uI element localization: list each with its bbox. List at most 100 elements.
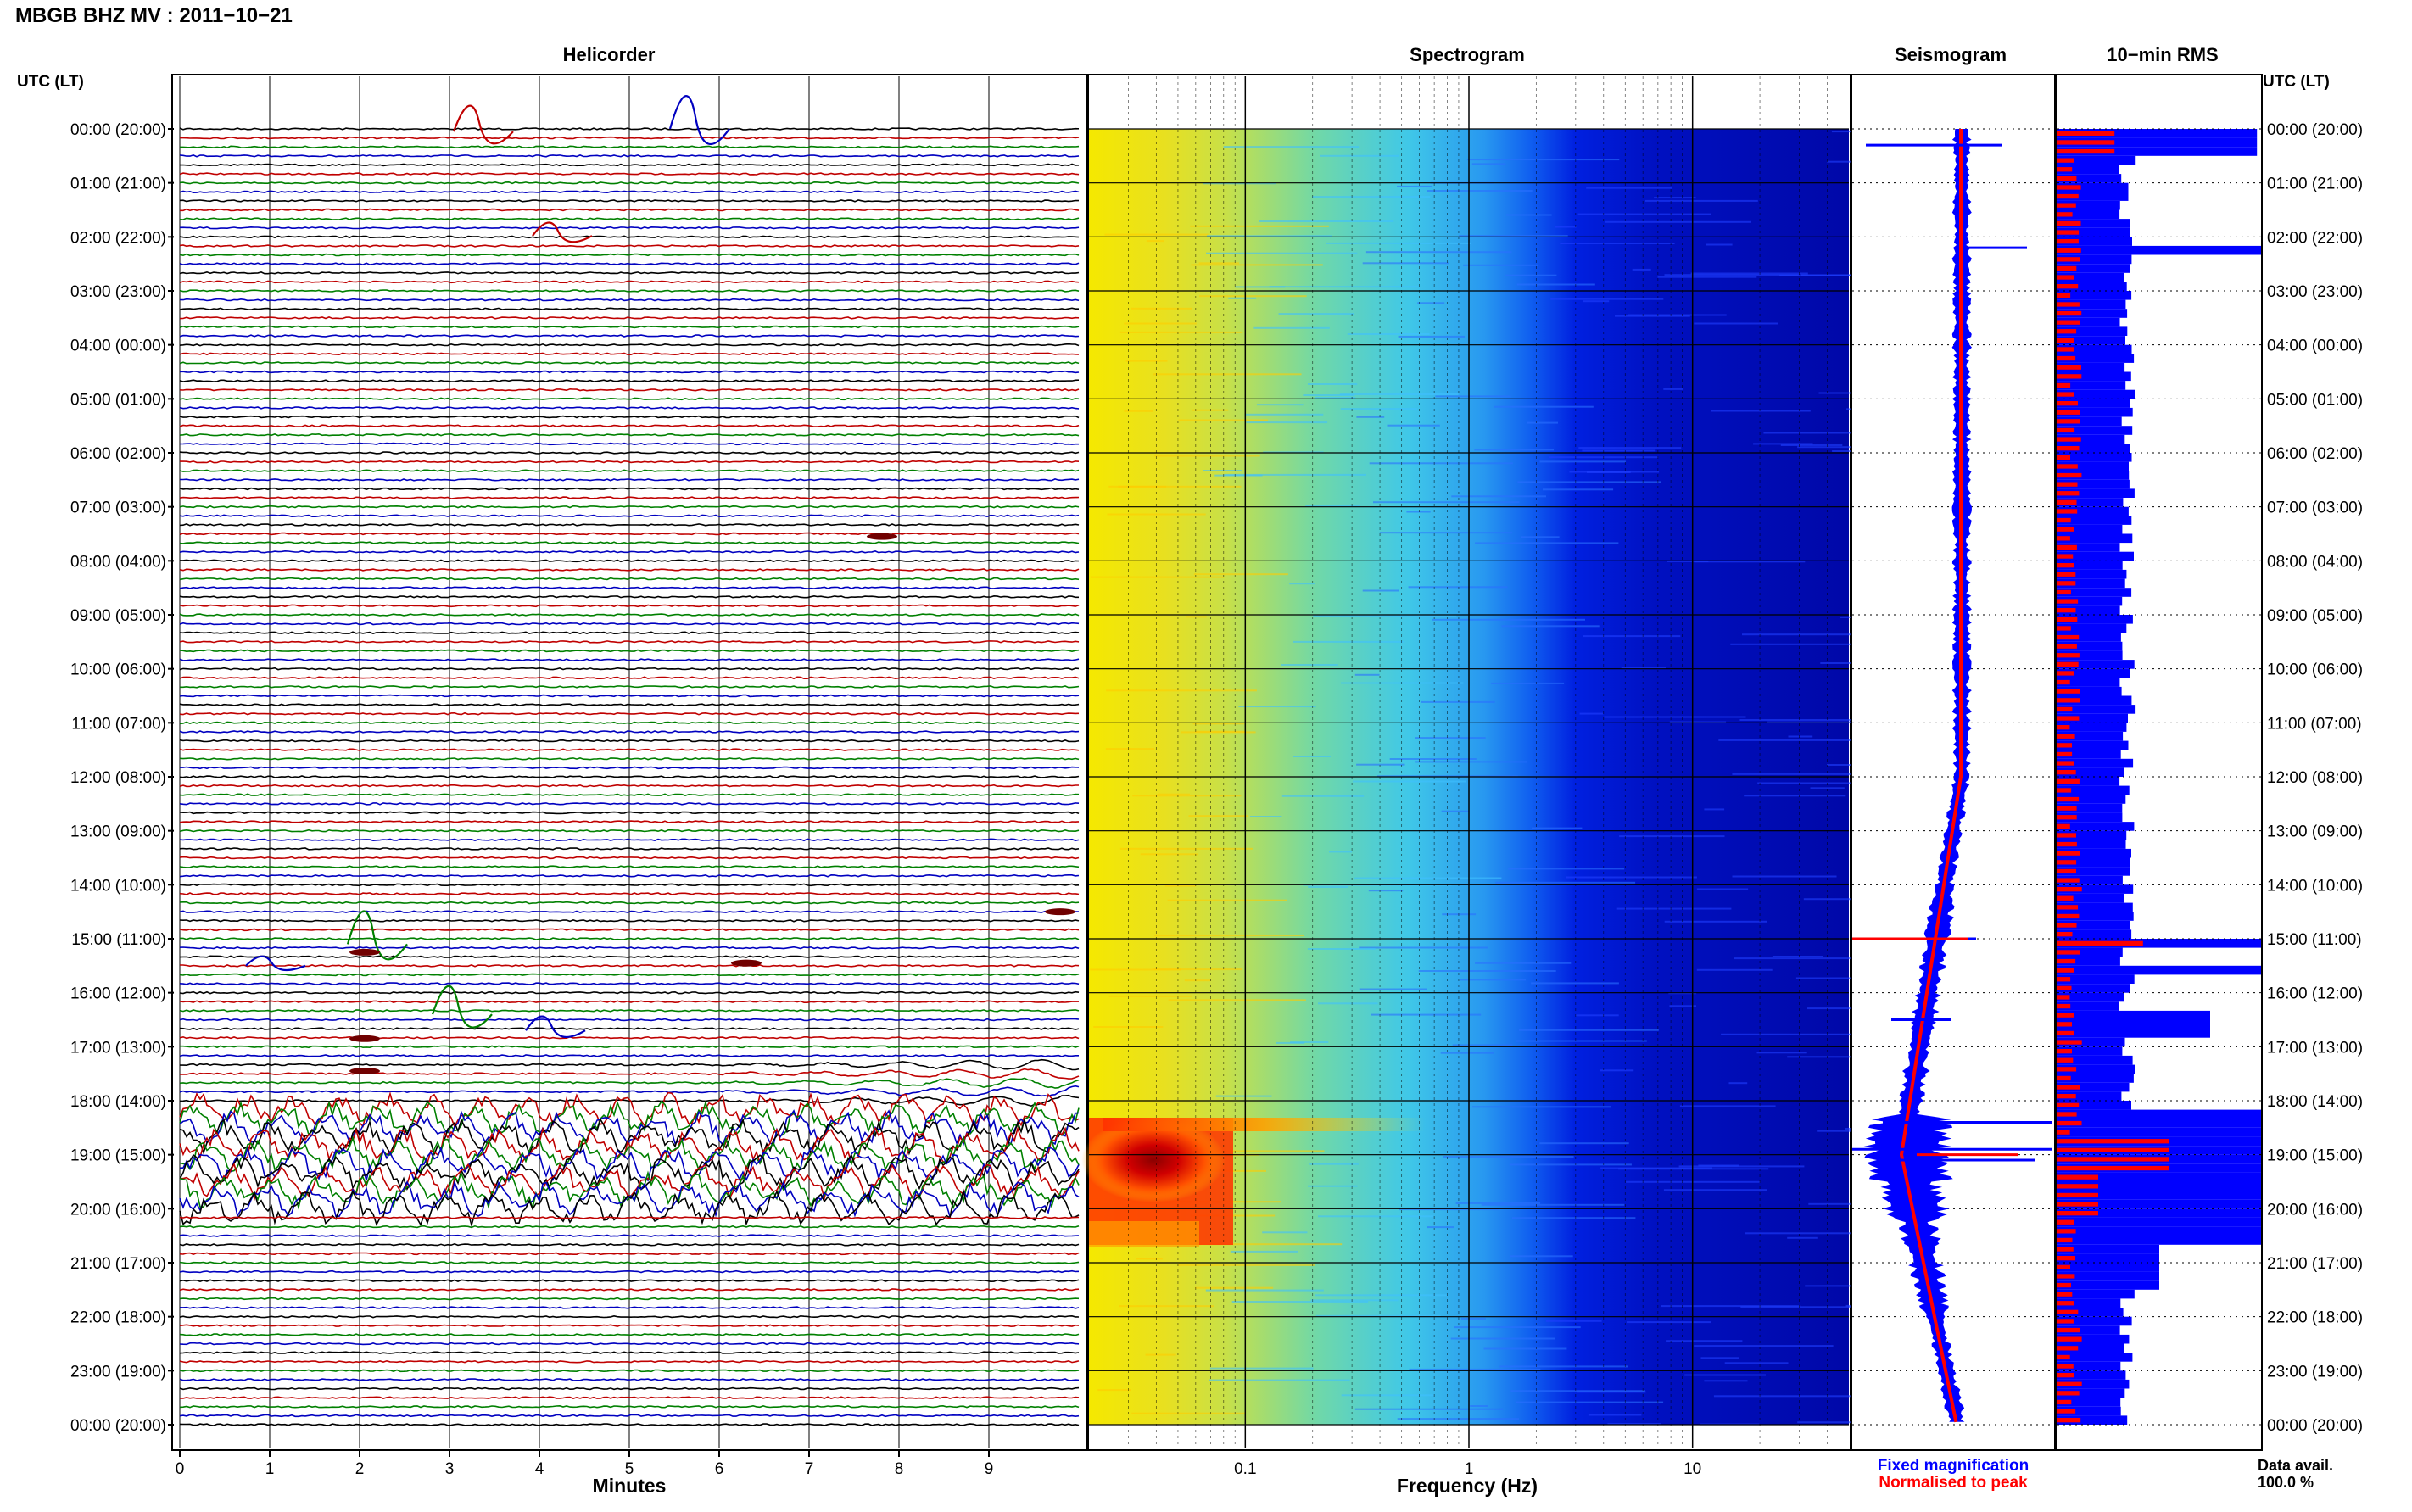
hour-label-left: 08:00 (04:00) [70, 553, 166, 571]
page-title: MBGB BHZ MV : 2011−10−21 [15, 4, 293, 27]
rms-bar-normalised [2057, 860, 2077, 865]
rms-bar-normalised [2057, 923, 2077, 928]
hour-label-left: 06:00 (02:00) [70, 445, 166, 463]
data-avail-label: Data avail. [2258, 1457, 2333, 1474]
helicorder-trace [180, 1045, 1080, 1049]
spectrogram-stripe [1194, 1286, 1274, 1289]
rms-bar-normalised [2057, 1364, 2074, 1369]
helicorder-trace [179, 1288, 1080, 1292]
spectrogram-title: Spectrogram [1410, 44, 1525, 65]
rms-bar-normalised [2057, 347, 2074, 352]
rms-bar-fixed [2057, 929, 2132, 939]
rms-bar-fixed [2057, 561, 2123, 570]
rms-bar-normalised [2057, 995, 2070, 1000]
spectrogram-stripe [1704, 808, 1725, 811]
frequency-axis-label: Frequency (Hz) [1397, 1475, 1538, 1497]
spectrogram-stripe [1193, 573, 1288, 576]
rms-bar-normalised [2057, 382, 2071, 388]
rms-bar-fixed [2057, 498, 2124, 507]
hour-label-right: 01:00 (21:00) [2267, 176, 2363, 193]
minutes-tick-label: 4 [535, 1460, 544, 1478]
spectrogram-stripe [1168, 999, 1306, 1001]
minutes-tick-label: 7 [805, 1460, 814, 1478]
rms-bar-fixed [2057, 1353, 2133, 1362]
rms-bar-fixed [2057, 893, 2124, 903]
spectrogram-stripe [1753, 443, 1813, 445]
rms-bar-normalised [2057, 544, 2077, 550]
rms-bar-fixed [2057, 416, 2122, 427]
spectrogram-stripe [1508, 868, 1625, 870]
helicorder-trace [179, 703, 1080, 706]
rms-bar-normalised [2057, 1409, 2076, 1414]
rms-bar-fixed [2057, 678, 2120, 687]
rms-bar-fixed [2057, 848, 2131, 858]
helicorder-trace [179, 856, 1080, 860]
rms-bar-fixed [2057, 291, 2132, 300]
rms-bar-fixed [2057, 902, 2133, 912]
hour-label-right: 00:00 (20:00) [2267, 121, 2363, 139]
rms-bar-normalised [2057, 239, 2079, 244]
spectrogram-stripe [1192, 723, 1245, 725]
rms-bar-normalised [2057, 257, 2080, 262]
spectrogram-stripe [1583, 300, 1610, 303]
rms-bar-normalised [2057, 868, 2076, 874]
data-avail-value: 100.0 % [2258, 1474, 2314, 1491]
spectrogram-stripe [1379, 532, 1513, 534]
hour-label-right: 16:00 (12:00) [2267, 985, 2363, 1003]
minutes-tick-label: 9 [985, 1460, 994, 1478]
helicorder-trace [179, 1163, 1080, 1202]
rms-bar-fixed [2057, 1181, 2261, 1191]
spectrogram-stripe [1124, 322, 1197, 325]
rms-bar-fixed [2057, 660, 2135, 669]
helicorder-trace [179, 1297, 1080, 1301]
rms-bar-fixed [2057, 147, 2258, 156]
spectrogram-stripe [1125, 360, 1168, 362]
rms-bar-normalised [2057, 1147, 2169, 1152]
helicorder-trace [179, 1094, 1080, 1107]
spectrogram-stripe [1359, 988, 1427, 990]
rms-bar-normalised [2057, 203, 2076, 208]
helicorder-trace [179, 262, 1080, 265]
rms-bar-normalised [2057, 1094, 2076, 1099]
helicorder-trace [179, 460, 1080, 464]
helicorder-trace [179, 1378, 1080, 1381]
hour-labels-right: 00:00 (20:00) 01:00 (21:00) 02:00 (22:00) 0… [2267, 121, 2363, 1435]
hour-label-right: 10:00 (06:00) [2267, 661, 2363, 679]
helicorder-trace [179, 442, 1079, 446]
spectrogram-stripe [1290, 1041, 1329, 1043]
rms-bar-fixed [2057, 912, 2134, 921]
spectrogram-stripe [1516, 1040, 1647, 1042]
helicorder-trace [180, 964, 1080, 968]
rms-bar-fixed [2057, 434, 2125, 444]
helicorder-trace [179, 1423, 1080, 1426]
helicorder-trace [179, 829, 1080, 833]
rms-bar-fixed [2057, 200, 2120, 210]
helicorder-trace [179, 918, 1080, 923]
helicorder-trace [179, 1216, 1080, 1219]
spectrogram-stripe [1341, 682, 1464, 684]
spectrogram-stripe [1140, 853, 1198, 856]
spectrogram-stripe [1757, 782, 1891, 784]
spectrogram-stripe [1664, 920, 1767, 923]
rms-bar-normalised [2057, 275, 2074, 280]
spectrogram-stripe [1713, 1395, 1866, 1398]
rms-bar-normalised [2057, 778, 2080, 784]
rms-bar-normalised [2057, 185, 2081, 190]
spectrogram-stripe [1181, 731, 1256, 734]
spectrogram-stripe [1678, 1165, 1805, 1168]
rms-bar-fixed [2057, 740, 2129, 750]
spectrogram-stripe [1566, 876, 1697, 879]
rms-bar-fixed [2057, 615, 2133, 624]
rms-bar-normalised [2057, 1003, 2071, 1009]
spectrogram-stripe [1303, 394, 1355, 396]
spectrogram-stripe [1371, 1013, 1482, 1016]
rms-bar-normalised [2057, 1418, 2081, 1423]
helicorder-trace [179, 739, 1080, 743]
spectrogram-stripe [1253, 326, 1330, 329]
hour-label-right: 14:00 (10:00) [2267, 877, 2363, 895]
spectrogram-stripe [1516, 1401, 1664, 1403]
helicorder-trace [179, 505, 1080, 509]
spectrogram-stripe [1704, 1380, 1748, 1382]
helicorder-trace [179, 541, 1080, 544]
helicorder-trace [179, 1414, 1080, 1418]
